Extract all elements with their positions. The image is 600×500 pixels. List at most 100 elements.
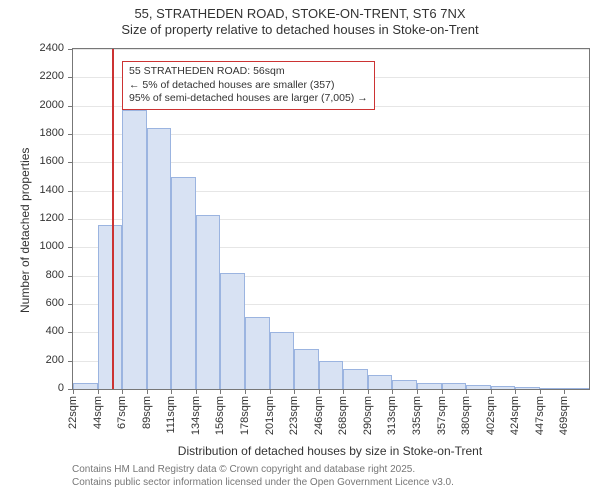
histogram-bar xyxy=(564,388,589,389)
x-tick-mark xyxy=(147,389,148,394)
x-tick-label: 402sqm xyxy=(485,396,497,435)
histogram-bar xyxy=(343,369,368,389)
grid-line xyxy=(73,49,589,50)
histogram-bar xyxy=(196,215,221,389)
histogram-bar xyxy=(540,388,565,389)
x-tick-mark xyxy=(466,389,467,394)
callout-line1: 55 STRATHEDEN ROAD: 56sqm xyxy=(129,65,368,79)
histogram-bar xyxy=(171,177,196,390)
x-tick-mark xyxy=(368,389,369,394)
y-tick-label: 0 xyxy=(58,382,64,394)
x-tick-label: 201sqm xyxy=(264,396,276,435)
attribution-line1: Contains HM Land Registry data © Crown c… xyxy=(72,464,454,477)
histogram-bar xyxy=(147,128,172,389)
y-tick-label: 1400 xyxy=(40,184,64,196)
x-tick-label: 89sqm xyxy=(141,396,153,429)
x-axis-title: Distribution of detached houses by size … xyxy=(72,444,588,458)
histogram-bar xyxy=(245,317,270,389)
histogram-bar xyxy=(442,383,467,389)
histogram-bar xyxy=(319,361,344,389)
attribution: Contains HM Land Registry data © Crown c… xyxy=(72,464,454,489)
chart-root: 55, STRATHEDEN ROAD, STOKE-ON-TRENT, ST6… xyxy=(0,0,600,500)
x-tick-label: 447sqm xyxy=(534,396,546,435)
x-tick-label: 424sqm xyxy=(509,396,521,435)
x-tick-mark xyxy=(73,389,74,394)
x-tick-label: 156sqm xyxy=(214,396,226,435)
x-tick-mark xyxy=(245,389,246,394)
x-tick-label: 380sqm xyxy=(460,396,472,435)
y-tick-mark xyxy=(68,191,73,192)
histogram-bar xyxy=(73,383,98,389)
callout-line3: 95% of semi-detached houses are larger (… xyxy=(129,92,368,106)
x-tick-mark xyxy=(196,389,197,394)
y-tick-label: 1000 xyxy=(40,240,64,252)
x-tick-mark xyxy=(564,389,565,394)
x-tick-label: 357sqm xyxy=(436,396,448,435)
y-tick-label: 1600 xyxy=(40,155,64,167)
y-tick-mark xyxy=(68,219,73,220)
x-tick-label: 313sqm xyxy=(386,396,398,435)
histogram-bar xyxy=(220,273,245,389)
histogram-bar xyxy=(515,387,540,389)
chart-title-block: 55, STRATHEDEN ROAD, STOKE-ON-TRENT, ST6… xyxy=(0,0,600,39)
y-tick-label: 2200 xyxy=(40,70,64,82)
y-axis-title: Number of detached properties xyxy=(18,148,32,313)
histogram-bar xyxy=(417,383,442,389)
chart-title-line2: Size of property relative to detached ho… xyxy=(0,22,600,38)
x-tick-label: 469sqm xyxy=(558,396,570,435)
y-tick-label: 2400 xyxy=(40,42,64,54)
histogram-bar xyxy=(491,386,516,389)
histogram-bar xyxy=(270,332,295,389)
x-tick-mark xyxy=(98,389,99,394)
x-tick-label: 223sqm xyxy=(288,396,300,435)
x-tick-mark xyxy=(491,389,492,394)
x-tick-label: 246sqm xyxy=(313,396,325,435)
histogram-bar xyxy=(294,349,319,389)
x-tick-mark xyxy=(122,389,123,394)
x-tick-label: 111sqm xyxy=(165,396,177,434)
x-tick-label: 67sqm xyxy=(116,396,128,429)
x-tick-mark xyxy=(515,389,516,394)
y-tick-mark xyxy=(68,247,73,248)
y-tick-label: 2000 xyxy=(40,99,64,111)
histogram-bar xyxy=(368,375,393,389)
histogram-bar xyxy=(122,110,147,389)
x-tick-mark xyxy=(343,389,344,394)
x-tick-label: 178sqm xyxy=(239,396,251,435)
x-tick-label: 268sqm xyxy=(337,396,349,435)
x-tick-mark xyxy=(540,389,541,394)
y-tick-mark xyxy=(68,77,73,78)
y-tick-mark xyxy=(68,134,73,135)
x-tick-mark xyxy=(319,389,320,394)
y-tick-mark xyxy=(68,276,73,277)
x-tick-label: 44sqm xyxy=(92,396,104,429)
y-tick-label: 800 xyxy=(46,269,64,281)
x-tick-mark xyxy=(442,389,443,394)
attribution-line2: Contains public sector information licen… xyxy=(72,477,454,490)
histogram-bar xyxy=(466,385,491,389)
reference-line xyxy=(112,49,114,389)
x-tick-mark xyxy=(392,389,393,394)
x-tick-label: 22sqm xyxy=(67,396,79,429)
y-tick-mark xyxy=(68,49,73,50)
x-tick-label: 134sqm xyxy=(190,396,202,435)
y-tick-label: 600 xyxy=(46,297,64,309)
y-tick-label: 400 xyxy=(46,325,64,337)
y-tick-label: 1800 xyxy=(40,127,64,139)
y-tick-mark xyxy=(68,332,73,333)
histogram-bar xyxy=(98,225,123,389)
x-tick-mark xyxy=(171,389,172,394)
chart-title-line1: 55, STRATHEDEN ROAD, STOKE-ON-TRENT, ST6… xyxy=(0,6,600,22)
x-tick-label: 290sqm xyxy=(362,396,374,435)
y-tick-mark xyxy=(68,304,73,305)
callout-box: 55 STRATHEDEN ROAD: 56sqm ← 5% of detach… xyxy=(122,61,375,110)
x-tick-mark xyxy=(294,389,295,394)
y-tick-mark xyxy=(68,106,73,107)
histogram-bar xyxy=(392,380,417,389)
y-tick-mark xyxy=(68,162,73,163)
x-tick-mark xyxy=(270,389,271,394)
y-tick-mark xyxy=(68,361,73,362)
x-tick-mark xyxy=(417,389,418,394)
callout-line2: ← 5% of detached houses are smaller (357… xyxy=(129,79,368,93)
x-tick-mark xyxy=(220,389,221,394)
